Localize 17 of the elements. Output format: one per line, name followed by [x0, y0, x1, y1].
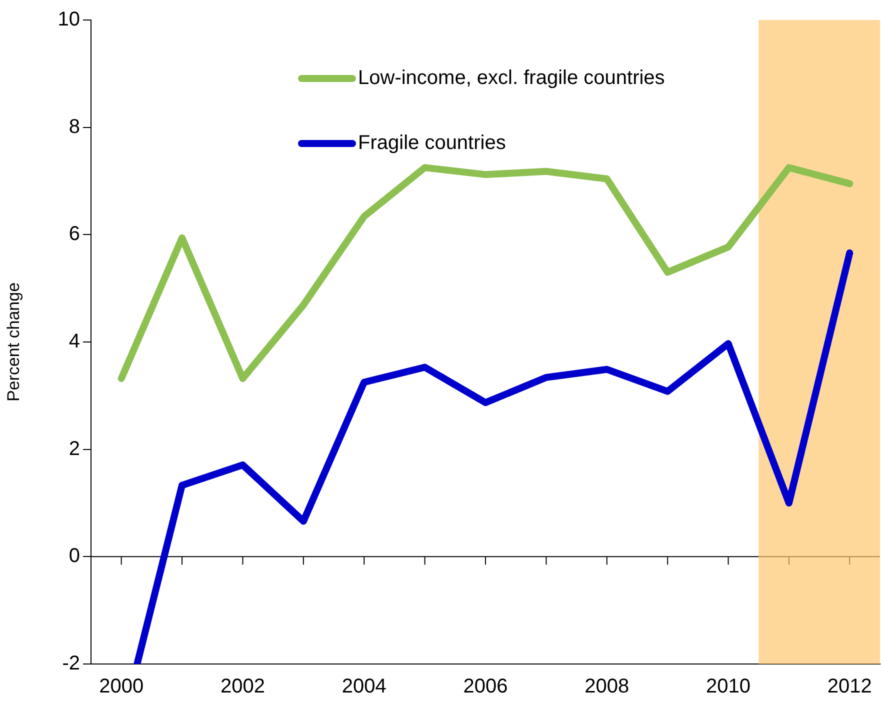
y-tick-label: 8	[68, 116, 80, 138]
x-tick-label: 2012	[827, 676, 872, 698]
y-tick-label: 4	[68, 330, 80, 353]
y-tick-label: 2	[68, 438, 80, 460]
x-tick-label: 2000	[99, 676, 144, 698]
y-tick-label: 6	[68, 223, 80, 246]
legend-label: Low-income, excl. fragile countries	[358, 66, 665, 90]
legend-label: Fragile countries	[358, 132, 506, 154]
x-tick-label: 2006	[463, 676, 508, 698]
x-tick-label: 2010	[706, 676, 751, 698]
y-tick-label: 10	[58, 8, 80, 31]
x-tick-label: 2008	[584, 676, 630, 698]
y-tick-label: -2	[62, 652, 80, 675]
x-tick-label: 2002	[220, 676, 265, 698]
y-axis-title: Percent change	[4, 282, 23, 402]
x-tick-label: 2004	[342, 676, 386, 698]
y-tick-label: 0	[68, 545, 80, 568]
